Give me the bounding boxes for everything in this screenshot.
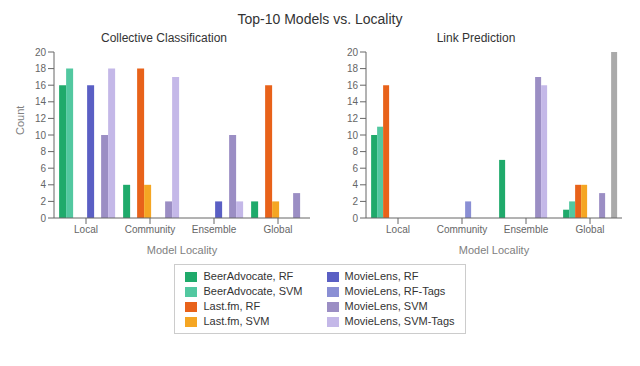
- html-text:MovieLens, RF-Tags: MovieLens, RF-Tags: [344, 285, 446, 297]
- svg-text:18: 18: [347, 63, 359, 74]
- svg-text:20: 20: [35, 47, 47, 58]
- svg-text:6: 6: [352, 163, 358, 174]
- svg-text:8: 8: [352, 146, 358, 157]
- html-text:Top-10 Models vs. Locality: Top-10 Models vs. Locality: [237, 11, 403, 27]
- html-text:MovieLens, SVM-Tags: MovieLens, SVM-Tags: [344, 315, 455, 327]
- svg-text:Model Locality: Model Locality: [147, 244, 218, 256]
- svg-text:12: 12: [347, 113, 359, 124]
- svg-text:18: 18: [35, 63, 47, 74]
- svg-text:4: 4: [352, 179, 358, 190]
- svg-text:6: 6: [40, 163, 46, 174]
- svg-text:16: 16: [35, 80, 47, 91]
- svg-text:Global: Global: [264, 224, 293, 235]
- svg-text:2: 2: [352, 196, 358, 207]
- html-text:BeerAdvocate, RF: BeerAdvocate, RF: [203, 270, 294, 282]
- html-text:Collective Classification: Collective Classification: [101, 31, 227, 45]
- svg-text:8: 8: [40, 146, 46, 157]
- svg-text:0: 0: [40, 213, 46, 224]
- svg-text:10: 10: [347, 130, 359, 141]
- svg-text:14: 14: [347, 96, 359, 107]
- svg-text:10: 10: [35, 130, 47, 141]
- html-text:MovieLens, SVM: MovieLens, SVM: [344, 300, 428, 312]
- svg-text:0: 0: [352, 213, 358, 224]
- svg-text:Model Locality: Model Locality: [459, 244, 530, 256]
- svg-text:20: 20: [347, 47, 359, 58]
- svg-text:Community: Community: [125, 224, 176, 235]
- svg-text:12: 12: [35, 113, 47, 124]
- svg-text:Community: Community: [437, 224, 488, 235]
- svg-text:2: 2: [40, 196, 46, 207]
- svg-text:16: 16: [347, 80, 359, 91]
- svg-text:Ensemble: Ensemble: [192, 224, 237, 235]
- svg-text:Count: Count: [14, 106, 26, 135]
- svg-text:Local: Local: [386, 224, 410, 235]
- svg-text:Global: Global: [576, 224, 605, 235]
- svg-text:Local: Local: [74, 224, 98, 235]
- html-text:Link Prediction: Link Prediction: [436, 31, 516, 45]
- html-text:Last.fm, SVM: Last.fm, SVM: [203, 315, 270, 327]
- html-text:Last.fm, RF: Last.fm, RF: [203, 300, 261, 312]
- svg-text:Ensemble: Ensemble: [504, 224, 549, 235]
- svg-text:14: 14: [35, 96, 47, 107]
- html-text:BeerAdvocate, SVM: BeerAdvocate, SVM: [203, 285, 303, 297]
- svg-text:4: 4: [40, 179, 46, 190]
- html-text:MovieLens, RF: MovieLens, RF: [344, 270, 419, 282]
